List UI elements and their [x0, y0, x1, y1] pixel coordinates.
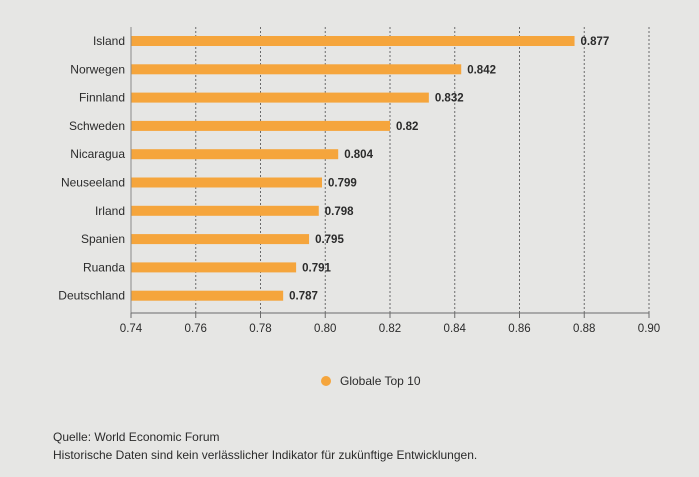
x-tick-label: 0.78 — [249, 323, 271, 335]
bar — [131, 36, 575, 46]
bar — [131, 290, 284, 301]
legend: Globale Top 10 — [321, 374, 421, 388]
bars: Island 0.877 Norwegen 0.842 Finnland 0.832 Sch… — [58, 34, 609, 303]
x-tick-label: 0.74 — [120, 323, 143, 335]
x-tick-label: 0.80 — [314, 323, 336, 335]
footer: Quelle: World Economic Forum Historische… — [53, 428, 477, 464]
x-tick-label: 0.82 — [379, 323, 401, 335]
x-tick-label: 0.88 — [573, 323, 595, 335]
x-tick-label: 0.84 — [444, 323, 467, 335]
value-label: 0.795 — [315, 234, 344, 246]
bar — [131, 177, 323, 188]
value-label: 0.877 — [581, 36, 610, 48]
source-note: Quelle: World Economic Forum — [53, 430, 220, 444]
category-label: Norwegen — [70, 62, 125, 76]
category-label: Neuseeland — [61, 176, 125, 190]
disclaimer-note: Historische Daten sind kein verlässliche… — [53, 448, 478, 462]
bar — [131, 64, 462, 75]
category-label: Island — [93, 34, 125, 48]
value-label: 0.832 — [435, 93, 464, 105]
x-tick-label: 0.90 — [638, 323, 660, 335]
value-label: 0.804 — [344, 149, 373, 161]
legend-label: Globale Top 10 — [340, 374, 421, 388]
x-tick-label: 0.86 — [508, 323, 530, 335]
category-label: Schweden — [69, 119, 125, 133]
bar — [131, 262, 297, 273]
bar — [131, 92, 429, 103]
category-label: Ruanda — [83, 260, 125, 274]
value-label: 0.842 — [467, 64, 496, 76]
bar — [131, 120, 390, 131]
category-label: Finnland — [79, 91, 125, 105]
category-label: Spanien — [81, 232, 125, 246]
x-tick-label: 0.76 — [185, 323, 207, 335]
bar — [131, 205, 319, 216]
value-label: 0.798 — [325, 206, 354, 218]
x-axis: 0.74 0.76 0.78 0.80 0.82 0.84 0.86 0.88 0.90 — [120, 27, 660, 335]
category-label: Deutschland — [58, 289, 125, 303]
value-label: 0.787 — [289, 291, 318, 303]
value-label: 0.799 — [328, 178, 357, 190]
value-label: 0.791 — [302, 262, 331, 274]
value-label: 0.82 — [396, 121, 418, 133]
category-label: Irland — [95, 204, 125, 218]
bar — [131, 149, 339, 160]
legend-marker-icon — [321, 376, 331, 386]
category-label: Nicaragua — [70, 147, 125, 161]
bar — [131, 234, 310, 245]
